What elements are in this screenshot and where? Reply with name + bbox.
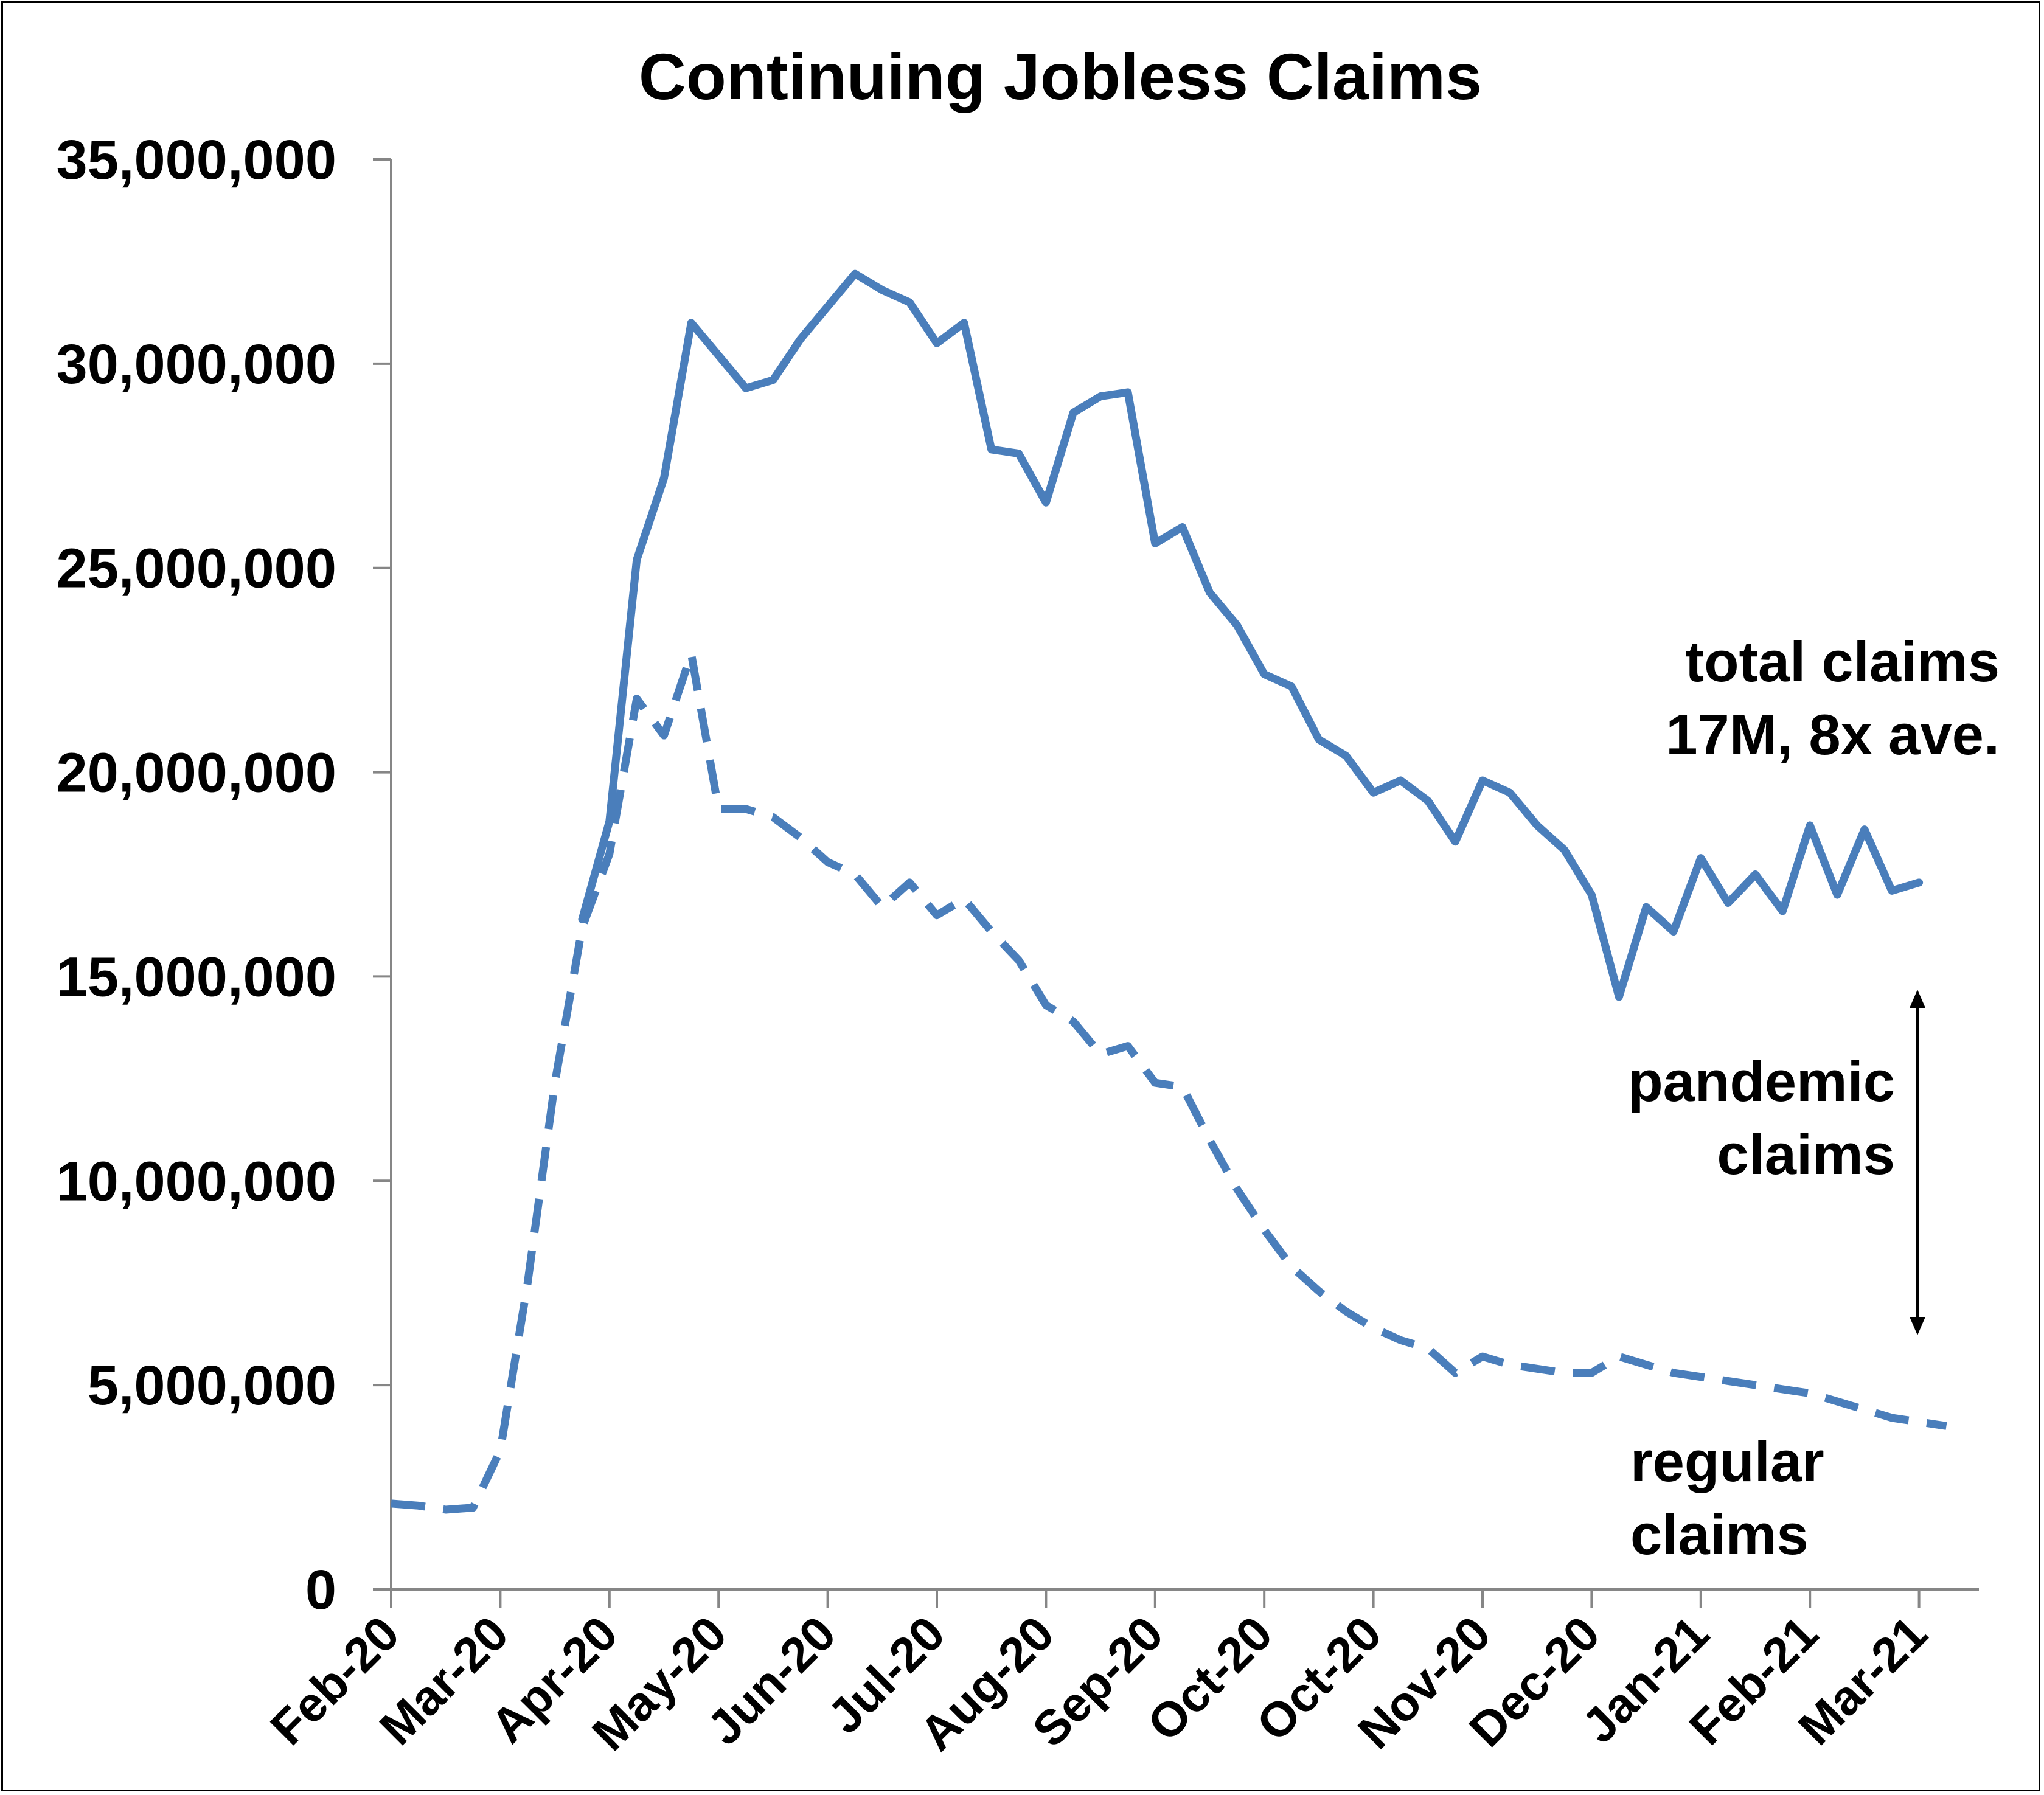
chart-canvas: Continuing Jobless Claims 0 5,000,000 10,0… <box>57 40 2000 1761</box>
y-axis: 0 5,000,000 10,000,000 15,000,000 20,000,000… <box>57 129 392 1621</box>
total-claims-note: 17M, 8x ave. <box>1666 703 2000 766</box>
pandemic-gap-arrow <box>1910 990 1925 1335</box>
regular-claims-line <box>391 650 1947 1514</box>
total-claims-label: total claims <box>1685 630 2000 693</box>
x-tick-label: Oct-20 <box>1137 1606 1282 1751</box>
regular-claims-label-line2: claims <box>1630 1502 1809 1566</box>
y-tick-label: 5,000,000 <box>88 1355 336 1417</box>
regular-claims-label-line1: regular <box>1630 1429 1824 1493</box>
y-tick-label: 15,000,000 <box>57 946 336 1008</box>
y-tick-label: 0 <box>305 1559 336 1621</box>
y-tick-label: 25,000,000 <box>57 538 336 600</box>
y-tick-label: 30,000,000 <box>57 333 336 395</box>
total-claims-line <box>578 269 1924 1001</box>
pandemic-claims-label-line1: pandemic <box>1628 1049 1895 1113</box>
chart-title: Continuing Jobless Claims <box>639 40 1482 113</box>
y-tick-label: 10,000,000 <box>57 1150 336 1212</box>
y-tick-label: 35,000,000 <box>57 129 336 191</box>
x-axis: Feb-20Mar-20Apr-20May-20Jun-20Jul-20Aug-… <box>260 1588 1979 1761</box>
y-tick-label: 20,000,000 <box>57 742 336 804</box>
pandemic-claims-label-line2: claims <box>1717 1122 1895 1186</box>
series-layer <box>391 269 1947 1514</box>
